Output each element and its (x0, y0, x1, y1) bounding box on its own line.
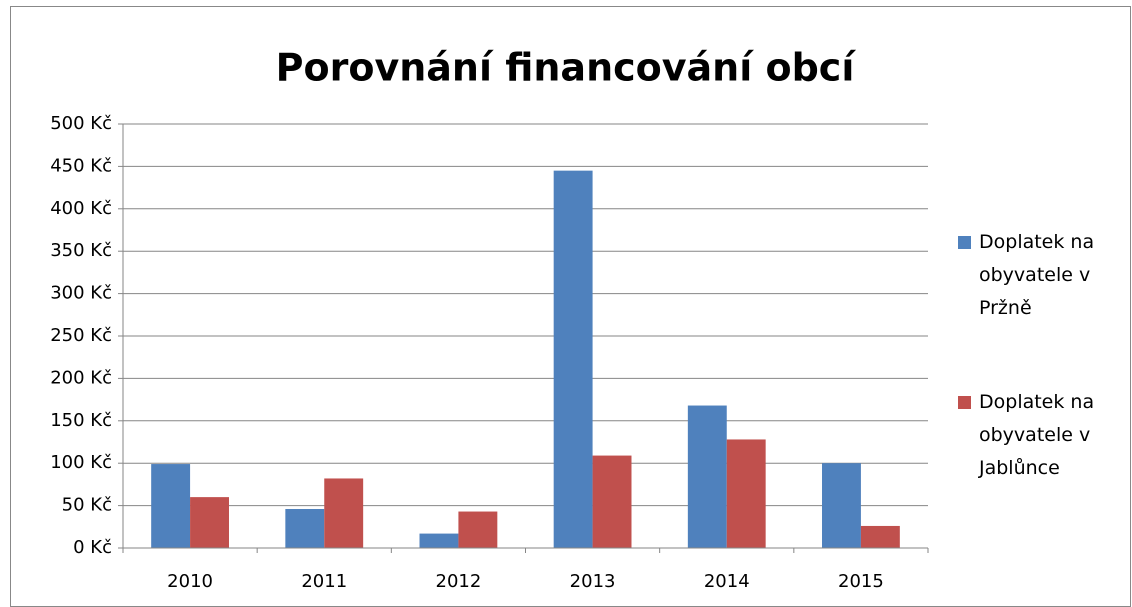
bar (190, 497, 229, 548)
bar (860, 525, 900, 548)
x-tick-label: 2015 (838, 571, 884, 592)
x-tick-label: 2011 (301, 571, 347, 592)
legend-label: Doplatek na obyvatele v Jablůnce (979, 391, 1095, 479)
bar (687, 405, 727, 548)
bar (822, 463, 861, 548)
y-tick-label: 250 Kč (50, 325, 112, 346)
bar (726, 439, 766, 548)
legend-swatch (958, 236, 971, 249)
y-tick-label: 500 Kč (50, 113, 112, 134)
y-tick-label: 350 Kč (50, 240, 112, 261)
y-tick-label: 450 Kč (50, 155, 112, 176)
y-tick-label: 0 Kč (73, 537, 112, 558)
y-tick-label: 100 Kč (50, 452, 112, 473)
bar (419, 533, 459, 548)
bar (592, 455, 632, 548)
y-tick-label: 150 Kč (50, 410, 112, 431)
y-tick-label: 400 Kč (50, 198, 112, 219)
chart-title: Porovnání financování obcí (276, 46, 857, 90)
y-tick-label: 300 Kč (50, 283, 112, 304)
bar (324, 478, 364, 548)
x-tick-label: 2010 (167, 571, 213, 592)
bar (151, 464, 191, 548)
legend-item: Doplatek na obyvatele v Pržně (958, 226, 1108, 325)
legend-label: Doplatek na obyvatele v Pržně (979, 231, 1095, 319)
bar (553, 170, 593, 548)
legend-swatch (958, 396, 971, 409)
x-tick-label: 2013 (570, 571, 616, 592)
x-tick-label: 2012 (436, 571, 482, 592)
y-tick-label: 200 Kč (50, 367, 112, 388)
bar (285, 508, 325, 548)
y-tick-label: 50 Kč (62, 495, 112, 516)
bar (458, 511, 498, 548)
x-tick-label: 2014 (704, 571, 750, 592)
legend-item: Doplatek na obyvatele v Jablůnce (958, 386, 1108, 485)
